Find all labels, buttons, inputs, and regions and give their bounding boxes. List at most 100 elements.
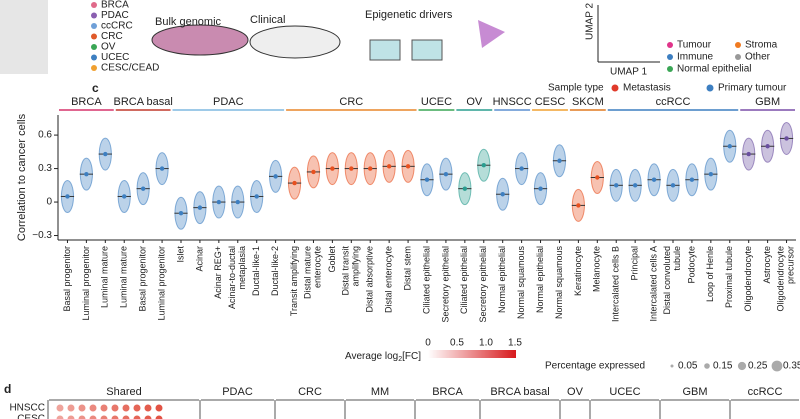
group-label: GBM [682, 386, 707, 398]
group-label: PDAC [213, 96, 244, 108]
median-dot [254, 194, 259, 199]
x-tick-label: Acinar-to-ductalmetaplasia [227, 246, 247, 309]
y-tick-label: −0.3 [32, 230, 52, 241]
cancer-type: CESC/CEAD [101, 63, 159, 74]
cell-class: Tumour [677, 40, 712, 51]
x-tick-label: Ciliated epithelial [421, 246, 431, 314]
input-label: Clinical [250, 14, 285, 26]
legend-dot [735, 54, 741, 60]
colorbar-title-part: [FC] [402, 351, 421, 362]
x-tick-label: Secretory epithelial [478, 246, 488, 323]
x-tick-label: Normal squamous [516, 246, 526, 320]
colorbar-tick: 1.0 [479, 338, 493, 349]
dot [144, 404, 152, 412]
median-dot [386, 164, 392, 169]
median-dot [614, 183, 619, 188]
x-tick-label: Ductal-like-1 [251, 246, 261, 296]
group-label: Shared [106, 386, 141, 398]
y-tick-label: 0.3 [38, 163, 52, 174]
dot [56, 415, 64, 419]
cell-class: Other [745, 52, 771, 63]
median-dot [670, 183, 676, 188]
x-tick-label: Loop of Henle [705, 246, 715, 302]
x-tick-label: Distal absorptive [365, 246, 375, 313]
median-dot [443, 171, 449, 177]
median-dot [159, 166, 165, 171]
body-outline [0, 0, 48, 74]
median-dot [557, 158, 562, 163]
legend-dot [91, 23, 97, 29]
median-dot [576, 203, 581, 208]
size-tick: 0.15 [713, 361, 733, 372]
x-tick-label: Luminal progenitor [81, 246, 91, 321]
group-label: SKCM [572, 96, 604, 108]
bulk-icon [151, 24, 249, 56]
dot [100, 404, 108, 412]
colorbar-tick: 0 [425, 338, 431, 349]
legend-title: Sample type [548, 83, 604, 94]
median-dot [122, 194, 127, 199]
x-tick-label: Islet [175, 246, 185, 263]
x-tick-label: Intercalated cells B [611, 246, 621, 322]
size-title: Percentage expressed [545, 361, 645, 372]
x-tick-label: Astrocyte [762, 246, 772, 284]
group-label: BRCA [71, 96, 102, 108]
dot [56, 404, 64, 412]
legend-dot [735, 42, 741, 48]
median-dot [311, 169, 316, 175]
umap-x: UMAP 1 [610, 67, 647, 78]
y-axis-label: Correlation to cancer cells [16, 113, 28, 241]
x-tick-label: Goblet [327, 246, 337, 273]
median-dot [481, 163, 486, 168]
dot [100, 415, 108, 419]
cancer-type: OV [101, 42, 116, 53]
median-dot [368, 166, 373, 171]
legend-label: Primary tumour [718, 83, 787, 94]
x-tick-label: Secretory epithelial [440, 246, 450, 323]
x-tick-label: Intercalated cells A [648, 246, 658, 322]
legend-dot [91, 33, 97, 40]
dot [89, 415, 97, 419]
group-label: MM [371, 386, 389, 398]
median-dot [462, 186, 468, 191]
x-tick-label: Distal convolutedtubule [662, 246, 682, 315]
clinical-icon [249, 25, 341, 59]
median-dot [708, 171, 714, 177]
median-dot [140, 186, 146, 191]
panel-label: c [92, 81, 99, 95]
cell-class: Immune [677, 52, 714, 63]
group-label: CRC [298, 386, 322, 398]
x-tick-label: Luminal mature [119, 246, 129, 308]
dot [133, 415, 141, 419]
dot [111, 415, 119, 419]
colorbar-title: Average log2[FC] [345, 351, 421, 363]
group-label: HNSCC [493, 96, 532, 108]
median-dot [424, 177, 430, 182]
x-tick-label: Transit amplifying [289, 246, 299, 316]
median-dot [216, 199, 222, 205]
x-tick-label: Oligodendrocyte [743, 246, 753, 312]
median-dot [595, 175, 600, 180]
group-label: BRCA basal [490, 386, 549, 398]
legend-dot [706, 84, 714, 92]
cancer-type: CRC [101, 31, 123, 42]
dot [133, 404, 141, 412]
group-label: CESC [535, 96, 566, 108]
driver-icon [369, 39, 401, 61]
size-key [737, 361, 747, 371]
x-tick-label: Proximal tubule [724, 246, 734, 308]
input-label: Bulk genomic [155, 16, 222, 28]
group-label: UCEC [609, 386, 640, 398]
x-tick-label: Basal progenitor [62, 246, 72, 312]
dot [144, 415, 152, 419]
median-dot [349, 166, 354, 171]
colorbar-title-part: Average log [345, 351, 398, 362]
size-key [670, 364, 674, 368]
median-dot [330, 166, 335, 171]
legend-dot [667, 54, 673, 60]
cancer-type: BRCA [101, 0, 129, 11]
median-dot [273, 174, 278, 179]
median-dot [632, 183, 638, 188]
x-tick-label: Normal epithelial [497, 246, 507, 313]
x-tick-label: Normal epithelial [535, 246, 545, 313]
